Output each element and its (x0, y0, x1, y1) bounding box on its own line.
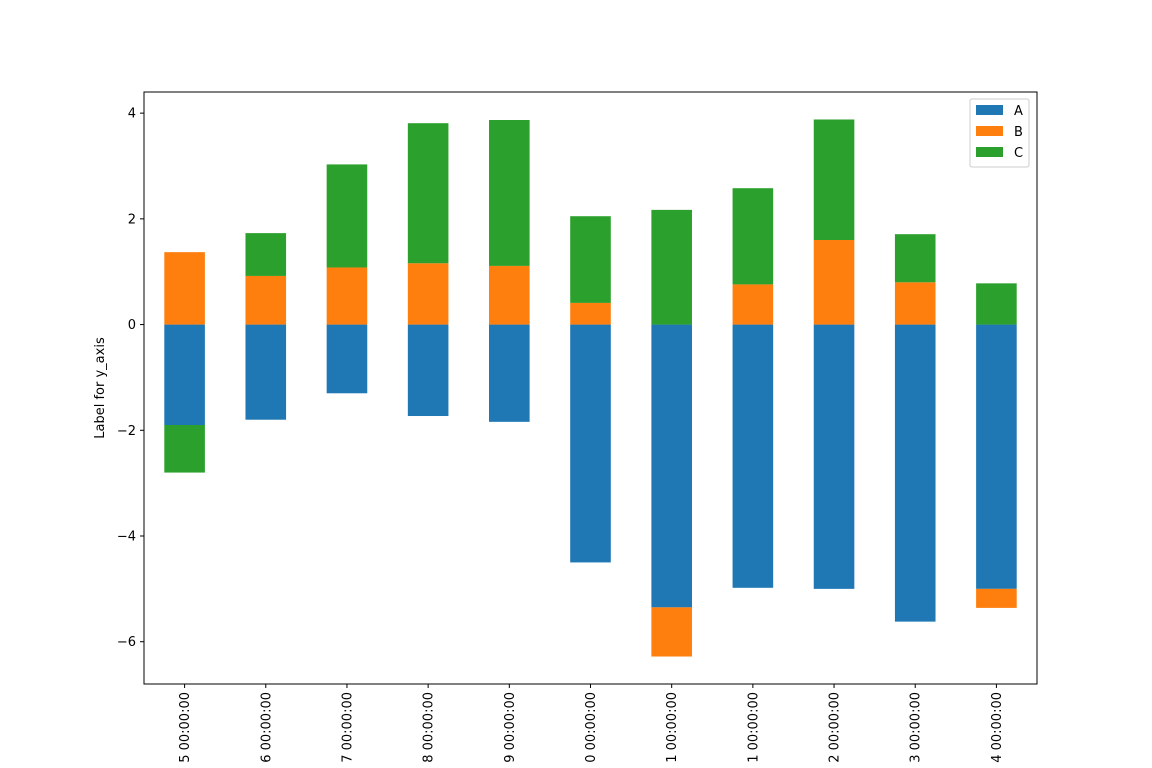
bar-a-0 (164, 324, 205, 425)
bar-b-2 (326, 267, 368, 325)
bar-a-10 (976, 324, 1017, 589)
bar-c-1 (245, 233, 287, 276)
x-tick-label: 9 00:00:00 (503, 692, 518, 763)
bar-c-0 (164, 425, 205, 473)
bar-b-9 (894, 282, 936, 325)
bar-b-10 (976, 588, 1017, 608)
bar-a-1 (245, 324, 287, 420)
bar-a-9 (894, 324, 936, 622)
bar-c-9 (894, 234, 936, 283)
bar-b-8 (813, 240, 855, 325)
legend-label-b: B (1014, 125, 1023, 140)
bar-c-8 (813, 119, 855, 240)
y-tick-label: −4 (117, 530, 136, 545)
bar-c-4 (489, 120, 530, 266)
legend-label-a: A (1014, 104, 1023, 119)
x-tick-label: 6 00:00:00 (259, 692, 274, 763)
x-tick-label: 7 00:00:00 (340, 692, 355, 763)
x-tick-label: 4 00:00:00 (990, 692, 1005, 763)
legend: ABC (969, 98, 1030, 168)
x-tick-label: 3 00:00:00 (909, 692, 924, 763)
bar-b-0 (164, 252, 205, 325)
bar-b-1 (245, 275, 287, 325)
x-tick-label: 5 00:00:00 (178, 692, 193, 763)
bar-a-2 (326, 324, 368, 394)
bar-c-3 (407, 123, 449, 264)
bar-b-5 (570, 302, 611, 325)
bar-c-2 (326, 164, 368, 268)
x-tick-label: 1 00:00:00 (665, 692, 680, 763)
bar-a-8 (813, 324, 855, 589)
legend-swatch-c (976, 147, 1003, 157)
x-tick-label: 8 00:00:00 (422, 692, 437, 763)
y-axis-label: Label for y_axis (93, 337, 108, 439)
bars-layer (164, 119, 1017, 657)
y-axis: 4 2 0 −2 −4 −6 (117, 107, 144, 650)
bar-c-6 (651, 209, 692, 325)
bar-c-7 (732, 188, 774, 285)
y-tick-label: −6 (117, 635, 136, 650)
y-tick-label: −2 (117, 424, 136, 439)
bar-a-3 (407, 324, 449, 417)
y-tick-label: 4 (128, 107, 136, 122)
bar-a-7 (732, 324, 774, 588)
y-tick-label: 0 (128, 318, 136, 333)
x-tick-label: 0 00:00:00 (584, 692, 599, 763)
bar-a-5 (570, 324, 611, 563)
bar-a-6 (651, 324, 692, 608)
bar-b-3 (407, 263, 449, 325)
bar-c-5 (570, 216, 611, 303)
bar-b-7 (732, 284, 774, 325)
legend-swatch-a (976, 105, 1003, 115)
x-tick-label: 2 00:00:00 (828, 692, 843, 763)
plot-frame (143, 91, 1038, 685)
x-axis: 5 00:00:00 6 00:00:00 7 00:00:00 8 00:00:00… (178, 684, 1005, 763)
legend-label-c: C (1014, 146, 1023, 161)
bar-c-10 (976, 283, 1017, 325)
y-tick-label: 2 (128, 212, 136, 227)
bar-a-4 (489, 324, 530, 422)
legend-swatch-b (976, 126, 1003, 136)
bar-b-4 (489, 265, 530, 325)
bar-b-6 (651, 607, 692, 657)
x-tick-label: 1 00:00:00 (746, 692, 761, 763)
